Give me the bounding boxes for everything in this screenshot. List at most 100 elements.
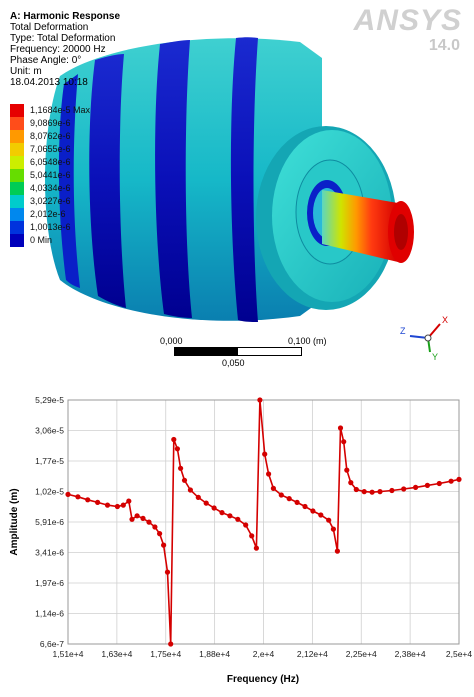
data-point <box>129 516 135 522</box>
data-point <box>278 492 284 498</box>
x-tick-label: 1,75e+4 <box>150 649 181 659</box>
scale-left-label: 0,000 <box>160 336 183 346</box>
data-point <box>369 489 375 495</box>
data-point <box>326 517 332 523</box>
legend-value: 1,0013e-6 <box>30 222 71 232</box>
data-point <box>353 486 359 493</box>
legend-swatch <box>10 169 24 182</box>
frequency-response-chart[interactable]: 6,6e-7 1,14e-6 1,97e-6 3,41e-6 5,91e-6 1,02e-… <box>0 380 474 697</box>
header-line: Total Deformation <box>10 22 89 33</box>
data-point <box>389 487 395 494</box>
data-point <box>302 503 308 510</box>
triad-x-label: X <box>442 315 448 325</box>
data-point <box>253 545 259 551</box>
shaft <box>322 190 398 262</box>
legend-value: 2,012e-6 <box>30 209 66 219</box>
data-point <box>157 531 163 537</box>
axis-triad[interactable]: X Y Z <box>396 312 456 362</box>
legend-swatch <box>10 221 24 234</box>
y-tick-label: 1,02e-5 <box>35 487 64 497</box>
data-point <box>235 516 241 522</box>
rotor-band <box>230 37 258 322</box>
header-line: Type: Total Deformation <box>10 33 116 44</box>
legend-value: 6,0548e-6 <box>30 157 71 167</box>
scale-middle-label: 0,050 <box>222 358 245 368</box>
data-point <box>146 519 152 525</box>
data-point <box>401 486 407 492</box>
x-tick-label: 1,63e+4 <box>101 649 132 659</box>
data-point <box>174 446 180 452</box>
data-point <box>152 524 158 530</box>
analysis-title: A: Harmonic Response <box>10 11 121 22</box>
data-point <box>294 499 300 505</box>
x-tick-label: 2,5e+4 <box>446 649 473 659</box>
scale-bar: 0,000 0,100 (m) 0,050 <box>160 336 360 376</box>
x-tick-label: 2,25e+4 <box>346 649 377 659</box>
y-tick-label: 1,97e-6 <box>35 578 64 588</box>
y-tick-label: 3,06e-5 <box>35 426 64 436</box>
data-point <box>120 502 126 508</box>
data-point <box>104 502 111 508</box>
legend-value: 3,0227e-6 <box>30 196 71 206</box>
rotor-band <box>89 54 126 308</box>
rotor-band <box>58 74 80 288</box>
legend-value: 5,0441e-6 <box>30 170 71 180</box>
rotor-model-render[interactable] <box>0 0 474 378</box>
graphics-viewport[interactable]: A: Harmonic Response Total Deformation T… <box>0 0 474 378</box>
data-point <box>262 451 268 457</box>
triad-z-label: Z <box>400 326 406 336</box>
data-point <box>164 569 171 575</box>
data-point <box>65 491 71 497</box>
legend-value: 1,1684e-5 Max <box>30 105 91 115</box>
y-tick-label: 5,29e-5 <box>35 395 64 405</box>
header-line: 18.04.2013 10:18 <box>10 77 88 88</box>
scale-bar-graphic <box>174 347 302 356</box>
y-tick-labels: 6,6e-7 1,14e-6 1,97e-6 3,41e-6 5,91e-6 1,02e-… <box>35 395 64 649</box>
legend-value: 8,0762e-6 <box>30 131 71 141</box>
x-tick-label: 2,12e+4 <box>297 649 328 659</box>
brand-name: ANSYS <box>353 4 462 37</box>
data-point <box>249 533 255 539</box>
data-point <box>195 494 201 500</box>
y-tick-label: 6,6e-7 <box>40 639 64 649</box>
data-point <box>456 476 462 482</box>
data-point <box>266 471 272 477</box>
legend-swatch <box>10 130 24 143</box>
data-point <box>361 489 367 495</box>
scale-right-label: 0,100 (m) <box>288 336 327 346</box>
data-point <box>85 497 91 503</box>
x-tick-label: 2,38e+4 <box>395 649 426 659</box>
data-point <box>114 503 120 510</box>
legend-value: 4,0334e-6 <box>30 183 71 193</box>
data-point <box>168 641 174 647</box>
data-point <box>75 494 81 500</box>
legend-swatch <box>10 234 24 247</box>
header-line: Frequency: 20000 Hz <box>10 44 106 55</box>
x-tick-label: 2,e+4 <box>253 649 275 659</box>
data-point <box>334 548 340 554</box>
data-point <box>424 482 430 488</box>
legend-swatch <box>10 104 24 117</box>
x-tick-labels: 1,51e+4 1,63e+4 1,75e+4 1,88e+4 2,e+4 2,12e+4… <box>53 649 473 659</box>
legend-swatch <box>10 182 24 195</box>
data-point <box>270 485 276 491</box>
data-point <box>310 508 316 514</box>
data-point <box>95 499 101 505</box>
data-point <box>161 542 167 548</box>
y-tick-label: 1,77e-5 <box>35 456 64 466</box>
data-point <box>219 510 225 516</box>
legend-value: 0 Min <box>30 235 53 245</box>
legend-swatch <box>10 195 24 208</box>
header-line: Unit: m <box>10 66 42 77</box>
y-tick-label: 5,91e-6 <box>35 517 64 527</box>
data-point <box>341 439 347 445</box>
y-tick-label: 3,41e-6 <box>35 548 64 558</box>
y-axis-label: Amplitude (m) <box>9 488 20 555</box>
legend-swatch <box>10 143 24 156</box>
data-point <box>243 522 249 528</box>
data-point <box>337 425 344 431</box>
data-point <box>318 512 324 518</box>
legend-value: 7,0655e-6 <box>30 144 71 154</box>
data-point <box>413 484 419 490</box>
data-point <box>140 515 146 521</box>
